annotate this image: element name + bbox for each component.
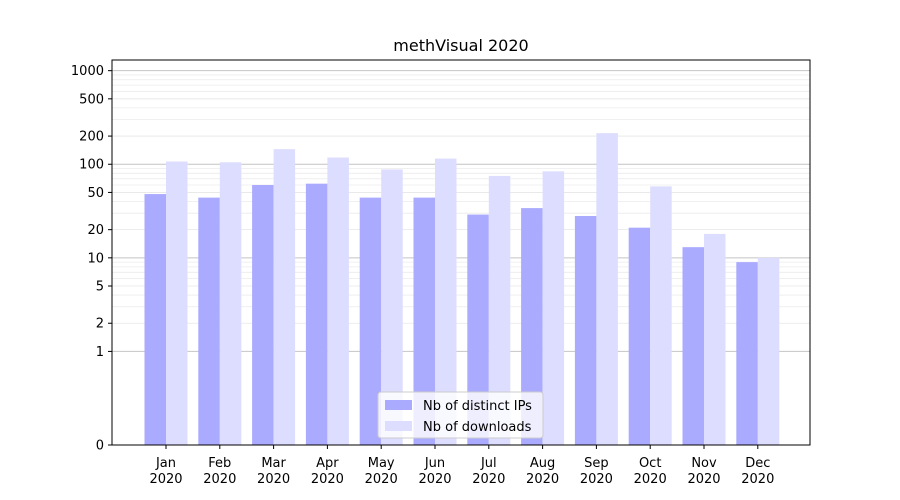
bar-distinct-ips [736,262,758,445]
bar-downloads [381,169,403,446]
legend-swatch-distinct-ips [385,400,412,410]
x-tick-label-year: 2020 [418,472,451,487]
y-tick-label: 200 [79,130,104,145]
x-tick-label-year: 2020 [472,472,505,487]
x-axis: Jan2020Feb2020Mar2020Apr2020May2020Jun20… [149,445,774,487]
legend-label-distinct-ips: Nb of distinct IPs [423,399,532,414]
chart-title: methVisual 2020 [393,36,528,55]
x-tick-label-month: Mar [261,456,286,471]
bar-downloads [327,157,349,445]
x-tick-label-month: May [368,456,395,471]
y-tick-label: 1 [96,345,104,360]
bar-distinct-ips [574,215,597,445]
bar-downloads [757,257,780,445]
x-tick-label-year: 2020 [149,472,182,487]
bar-downloads [435,158,457,445]
x-tick-label-year: 2020 [526,472,559,487]
bar-downloads [488,175,511,445]
y-tick-label: 50 [87,186,104,201]
bar-distinct-ips [682,247,704,445]
y-tick-label: 10 [87,251,104,266]
x-tick-label-month: Feb [208,456,231,471]
x-tick-label-year: 2020 [580,472,613,487]
y-tick-label: 1000 [71,64,104,79]
y-tick-label: 500 [79,92,104,107]
x-tick-label-year: 2020 [203,472,236,487]
x-tick-label-month: Jan [155,456,176,471]
y-tick-label: 0 [96,439,104,454]
x-tick-label-month: Jul [480,456,497,471]
x-tick-label-year: 2020 [741,472,774,487]
x-tick-label-year: 2020 [687,472,720,487]
bar-distinct-ips [305,183,328,445]
legend-swatch-downloads [385,421,412,431]
y-tick-label: 100 [79,158,104,173]
plot-area-frame [111,59,811,446]
y-axis: 0 1 2 5 10 20 50 100 200 500 1000 [71,64,112,454]
bar-downloads [704,233,726,445]
x-tick-label-month: Aug [530,456,555,471]
bar-distinct-ips [413,197,435,445]
y-tick-label: 5 [96,280,104,295]
x-tick-label-month: Jun [424,456,445,471]
x-tick-label-year: 2020 [634,472,667,487]
bar-distinct-ips [467,214,489,445]
bar-distinct-ips [252,185,274,445]
bar-distinct-ips [359,197,382,445]
bars [144,133,780,446]
x-tick-label-year: 2020 [257,472,290,487]
bar-distinct-ips [198,197,220,445]
bar-distinct-ips [521,208,543,445]
y-tick-label: 2 [96,317,104,332]
bar-downloads [273,149,296,445]
x-tick-label-month: Nov [691,456,717,471]
x-tick-label-month: Oct [639,456,661,471]
bar-downloads [166,161,188,445]
legend-label-downloads: Nb of downloads [423,420,532,435]
bar-downloads [596,133,618,446]
x-tick-label-month: Dec [745,456,770,471]
bar-downloads [650,186,672,445]
legend: Nb of distinct IPs Nb of downloads [377,391,544,439]
x-tick-label-year: 2020 [311,472,344,487]
x-tick-label-month: Apr [316,456,339,471]
legend-box [377,391,544,439]
bar-downloads [219,162,242,446]
bar-distinct-ips [628,227,651,445]
bar-downloads [542,171,565,445]
y-tick-label: 20 [87,223,104,238]
x-tick-label-year: 2020 [365,472,398,487]
bar-distinct-ips [144,194,166,445]
x-tick-label-month: Sep [584,456,609,471]
